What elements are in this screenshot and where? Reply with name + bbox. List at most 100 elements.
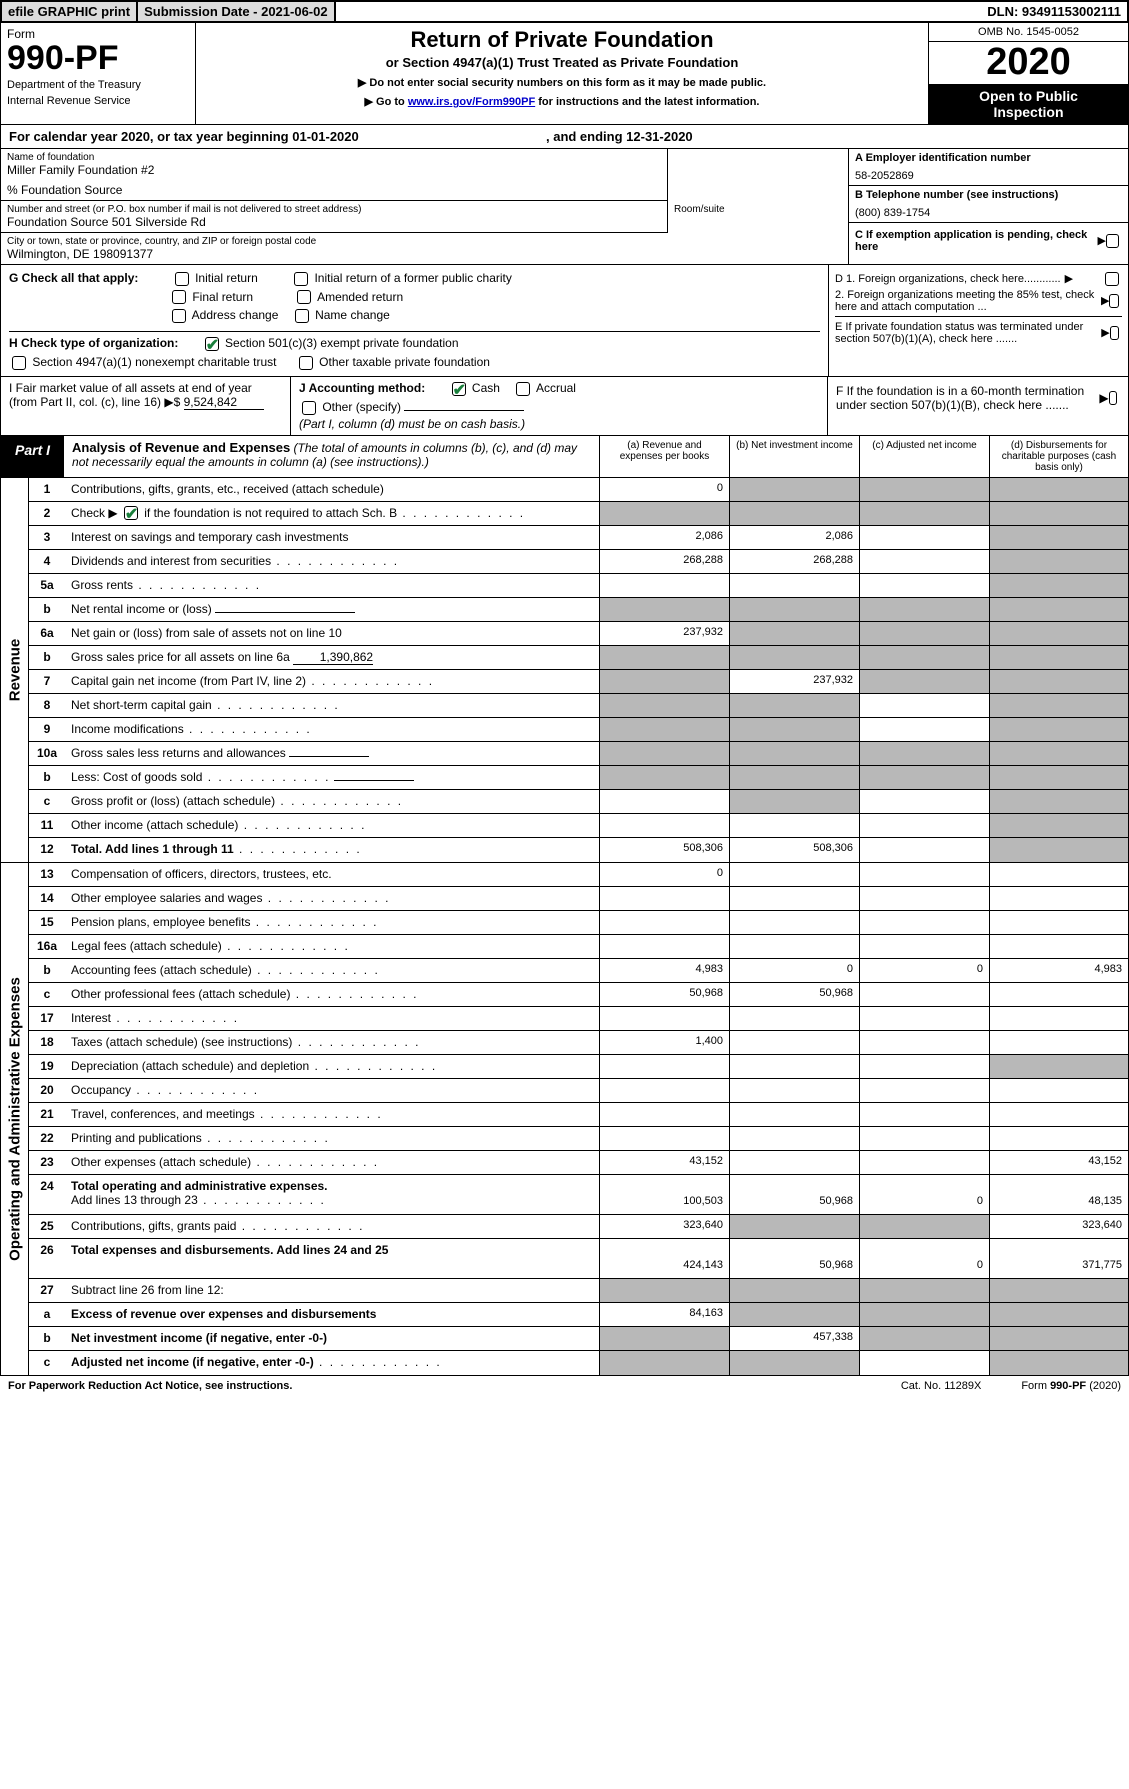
- form-footer-id: Form 990-PF (2020): [1021, 1380, 1121, 1392]
- row-10a: 10aGross sales less returns and allowanc…: [29, 742, 1128, 766]
- j-accounting: J Accounting method: Cash Accrual Other …: [291, 377, 828, 435]
- row-27a: aExcess of revenue over expenses and dis…: [29, 1303, 1128, 1327]
- row-21: 21Travel, conferences, and meetings: [29, 1103, 1128, 1127]
- f-termination: F If the foundation is in a 60-month ter…: [828, 377, 1128, 435]
- row-2: 2Check ▶ if the foundation is not requir…: [29, 502, 1128, 526]
- open-public: Open to Public Inspection: [929, 84, 1128, 124]
- cat-number: Cat. No. 11289X: [901, 1380, 982, 1392]
- j-other-checkbox[interactable]: [302, 401, 316, 415]
- h-row: H Check type of organization: Section 50…: [9, 331, 820, 351]
- revenue-table: Revenue 1Contributions, gifts, grants, e…: [0, 478, 1129, 863]
- omb-number: OMB No. 1545-0052: [929, 23, 1128, 42]
- row-15: 15Pension plans, employee benefits: [29, 911, 1128, 935]
- row-19: 19Depreciation (attach schedule) and dep…: [29, 1055, 1128, 1079]
- part1-header: Part I Analysis of Revenue and Expenses …: [0, 436, 1129, 478]
- row-11: 11Other income (attach schedule): [29, 814, 1128, 838]
- expenses-table: Operating and Administrative Expenses 13…: [0, 863, 1129, 1376]
- g-h-section: G Check all that apply: Initial return I…: [0, 265, 1129, 377]
- year-block: OMB No. 1545-0052 2020 Open to Public In…: [928, 23, 1128, 124]
- g-row2: Final return Amended return: [169, 290, 820, 305]
- row-27: 27Subtract line 26 from line 12:: [29, 1279, 1128, 1303]
- g-name-checkbox[interactable]: [295, 309, 309, 323]
- g-address-checkbox[interactable]: [172, 309, 186, 323]
- i-fmv: I Fair market value of all assets at end…: [1, 377, 291, 435]
- part1-desc: Analysis of Revenue and Expenses (The to…: [64, 436, 599, 477]
- submission-date: Submission Date - 2021-06-02: [138, 2, 336, 21]
- row-9: 9Income modifications: [29, 718, 1128, 742]
- calendar-year-row: For calendar year 2020, or tax year begi…: [0, 125, 1129, 149]
- b-phone: B Telephone number (see instructions) (8…: [849, 186, 1128, 223]
- row-13: 13Compensation of officers, directors, t…: [29, 863, 1128, 887]
- h-4947-checkbox[interactable]: [12, 356, 26, 370]
- row-26: 26Total expenses and disbursements. Add …: [29, 1239, 1128, 1279]
- row-7: 7Capital gain net income (from Part IV, …: [29, 670, 1128, 694]
- d2-row: 2. Foreign organizations meeting the 85%…: [835, 289, 1122, 313]
- schb-checkbox[interactable]: [124, 506, 138, 520]
- page-footer: For Paperwork Reduction Act Notice, see …: [0, 1376, 1129, 1396]
- c-exemption: C If exemption application is pending, c…: [849, 223, 1128, 259]
- goto-instr: ▶ Go to www.irs.gov/Form990PF for instru…: [204, 95, 920, 108]
- part1-tag: Part I: [1, 436, 64, 477]
- row-3: 3Interest on savings and temporary cash …: [29, 526, 1128, 550]
- g-initial-former-checkbox[interactable]: [294, 272, 308, 286]
- d2-checkbox[interactable]: [1109, 294, 1119, 308]
- irs-link[interactable]: www.irs.gov/Form990PF: [408, 96, 535, 108]
- form-id-block: Form 990-PF Department of the Treasury I…: [1, 23, 196, 124]
- row-5b: bNet rental income or (loss): [29, 598, 1128, 622]
- col-d-hdr: (d) Disbursements for charitable purpose…: [989, 436, 1128, 477]
- row-18: 18Taxes (attach schedule) (see instructi…: [29, 1031, 1128, 1055]
- f-checkbox[interactable]: [1109, 391, 1117, 405]
- e-row: E If private foundation status was termi…: [835, 316, 1122, 345]
- h-row2: Section 4947(a)(1) nonexempt charitable …: [9, 355, 820, 370]
- row-17: 17Interest: [29, 1007, 1128, 1031]
- row-22: 22Printing and publications: [29, 1127, 1128, 1151]
- row-6b: bGross sales price for all assets on lin…: [29, 646, 1128, 670]
- dln: DLN: 93491153002111: [981, 2, 1127, 21]
- row-4: 4Dividends and interest from securities2…: [29, 550, 1128, 574]
- row-20: 20Occupancy: [29, 1079, 1128, 1103]
- row-27c: cAdjusted net income (if negative, enter…: [29, 1351, 1128, 1375]
- i-j-row: I Fair market value of all assets at end…: [0, 377, 1129, 436]
- g-amended-checkbox[interactable]: [297, 290, 311, 304]
- e-checkbox[interactable]: [1110, 326, 1119, 340]
- row-5a: 5aGross rents: [29, 574, 1128, 598]
- irs: Internal Revenue Service: [7, 95, 189, 107]
- c-checkbox[interactable]: [1106, 234, 1119, 248]
- paperwork-notice: For Paperwork Reduction Act Notice, see …: [8, 1380, 292, 1392]
- row-8: 8Net short-term capital gain: [29, 694, 1128, 718]
- column-headers: (a) Revenue and expenses per books (b) N…: [599, 436, 1128, 477]
- a-ein: A Employer identification number 58-2052…: [849, 149, 1128, 186]
- dept-treasury: Department of the Treasury: [7, 79, 189, 91]
- row-16b: bAccounting fees (attach schedule)4,9830…: [29, 959, 1128, 983]
- row-24: 24Total operating and administrative exp…: [29, 1175, 1128, 1215]
- j-cash-checkbox[interactable]: [452, 382, 466, 396]
- room-suite-label: Room/suite: [668, 201, 848, 233]
- form-title-block: Return of Private Foundation or Section …: [196, 23, 928, 124]
- g-final-checkbox[interactable]: [172, 290, 186, 304]
- row-23: 23Other expenses (attach schedule)43,152…: [29, 1151, 1128, 1175]
- g-initial-checkbox[interactable]: [175, 272, 189, 286]
- top-bar: efile GRAPHIC print Submission Date - 20…: [0, 0, 1129, 23]
- row-27b: bNet investment income (if negative, ent…: [29, 1327, 1128, 1351]
- row-6a: 6aNet gain or (loss) from sale of assets…: [29, 622, 1128, 646]
- address-cell: Number and street (or P.O. box number if…: [1, 201, 668, 233]
- form-subtitle: or Section 4947(a)(1) Trust Treated as P…: [204, 55, 920, 70]
- tax-year: 2020: [929, 42, 1128, 84]
- j-accrual-checkbox[interactable]: [516, 382, 530, 396]
- col-b-hdr: (b) Net investment income: [729, 436, 859, 477]
- row-16a: 16aLegal fees (attach schedule): [29, 935, 1128, 959]
- d1-checkbox[interactable]: [1105, 272, 1119, 286]
- form-number: 990-PF: [7, 41, 189, 75]
- h-other-checkbox[interactable]: [299, 356, 313, 370]
- form-header: Form 990-PF Department of the Treasury I…: [0, 23, 1129, 125]
- g-row3: Address change Name change: [169, 308, 820, 323]
- efile-button[interactable]: efile GRAPHIC print: [2, 2, 138, 21]
- form-title: Return of Private Foundation: [204, 27, 920, 53]
- ssn-warning: ▶ Do not enter social security numbers o…: [204, 76, 920, 89]
- h-501c3-checkbox[interactable]: [205, 337, 219, 351]
- col-a-hdr: (a) Revenue and expenses per books: [599, 436, 729, 477]
- row-12: 12Total. Add lines 1 through 11508,30650…: [29, 838, 1128, 862]
- col-c-hdr: (c) Adjusted net income: [859, 436, 989, 477]
- identity-grid: Name of foundation Miller Family Foundat…: [0, 149, 1129, 265]
- d1-row: D 1. Foreign organizations, check here..…: [835, 272, 1122, 286]
